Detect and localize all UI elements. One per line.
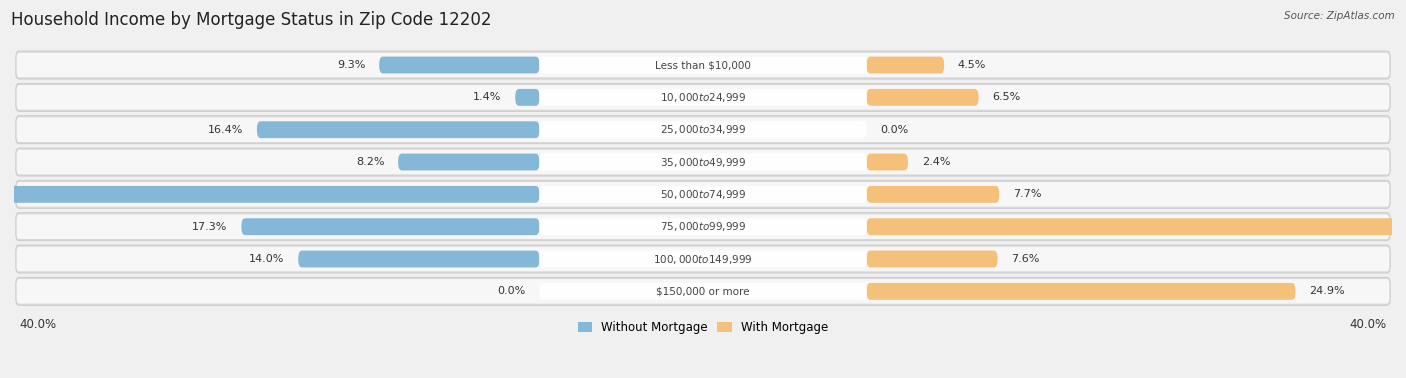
Text: $100,000 to $149,999: $100,000 to $149,999: [654, 253, 752, 265]
FancyBboxPatch shape: [540, 89, 866, 106]
Text: $75,000 to $99,999: $75,000 to $99,999: [659, 220, 747, 233]
FancyBboxPatch shape: [866, 218, 1406, 235]
FancyBboxPatch shape: [242, 218, 540, 235]
FancyBboxPatch shape: [17, 182, 1389, 207]
FancyBboxPatch shape: [866, 283, 1295, 300]
Text: $10,000 to $24,999: $10,000 to $24,999: [659, 91, 747, 104]
Text: 7.6%: 7.6%: [1011, 254, 1039, 264]
Text: 4.5%: 4.5%: [957, 60, 986, 70]
FancyBboxPatch shape: [15, 51, 1391, 79]
FancyBboxPatch shape: [257, 121, 540, 138]
Text: $35,000 to $49,999: $35,000 to $49,999: [659, 155, 747, 169]
FancyBboxPatch shape: [17, 118, 1389, 142]
Text: 6.5%: 6.5%: [993, 92, 1021, 102]
FancyBboxPatch shape: [866, 89, 979, 106]
FancyBboxPatch shape: [540, 153, 866, 170]
FancyBboxPatch shape: [15, 83, 1391, 112]
FancyBboxPatch shape: [540, 121, 866, 138]
FancyBboxPatch shape: [15, 116, 1391, 144]
FancyBboxPatch shape: [15, 277, 1391, 305]
Text: 0.0%: 0.0%: [880, 125, 908, 135]
Text: 1.4%: 1.4%: [472, 92, 502, 102]
Text: 9.3%: 9.3%: [337, 60, 366, 70]
Text: 14.0%: 14.0%: [249, 254, 284, 264]
Text: 2.4%: 2.4%: [922, 157, 950, 167]
FancyBboxPatch shape: [540, 57, 866, 73]
FancyBboxPatch shape: [17, 247, 1389, 271]
FancyBboxPatch shape: [515, 89, 540, 106]
FancyBboxPatch shape: [398, 153, 540, 170]
Text: 7.7%: 7.7%: [1012, 189, 1042, 199]
FancyBboxPatch shape: [380, 57, 540, 73]
FancyBboxPatch shape: [866, 186, 1000, 203]
FancyBboxPatch shape: [15, 213, 1391, 241]
FancyBboxPatch shape: [540, 283, 866, 300]
Text: 24.9%: 24.9%: [1309, 287, 1346, 296]
FancyBboxPatch shape: [540, 251, 866, 268]
Text: Source: ZipAtlas.com: Source: ZipAtlas.com: [1284, 11, 1395, 21]
FancyBboxPatch shape: [298, 251, 540, 268]
FancyBboxPatch shape: [866, 57, 945, 73]
FancyBboxPatch shape: [15, 148, 1391, 176]
FancyBboxPatch shape: [0, 186, 540, 203]
Text: 0.0%: 0.0%: [498, 287, 526, 296]
Text: 17.3%: 17.3%: [193, 222, 228, 232]
Text: $25,000 to $34,999: $25,000 to $34,999: [659, 123, 747, 136]
Text: 8.2%: 8.2%: [356, 157, 384, 167]
FancyBboxPatch shape: [17, 214, 1389, 239]
Text: $50,000 to $74,999: $50,000 to $74,999: [659, 188, 747, 201]
FancyBboxPatch shape: [15, 245, 1391, 273]
Text: Less than $10,000: Less than $10,000: [655, 60, 751, 70]
FancyBboxPatch shape: [540, 218, 866, 235]
FancyBboxPatch shape: [866, 251, 997, 268]
FancyBboxPatch shape: [15, 180, 1391, 208]
FancyBboxPatch shape: [17, 53, 1389, 77]
Text: Household Income by Mortgage Status in Zip Code 12202: Household Income by Mortgage Status in Z…: [11, 11, 492, 29]
Text: 40.0%: 40.0%: [20, 318, 56, 331]
FancyBboxPatch shape: [17, 279, 1389, 304]
FancyBboxPatch shape: [17, 85, 1389, 110]
FancyBboxPatch shape: [540, 186, 866, 203]
Text: 16.4%: 16.4%: [208, 125, 243, 135]
FancyBboxPatch shape: [17, 150, 1389, 174]
FancyBboxPatch shape: [866, 153, 908, 170]
Text: 40.0%: 40.0%: [1350, 318, 1386, 331]
Legend: Without Mortgage, With Mortgage: Without Mortgage, With Mortgage: [574, 316, 832, 339]
Text: $150,000 or more: $150,000 or more: [657, 287, 749, 296]
